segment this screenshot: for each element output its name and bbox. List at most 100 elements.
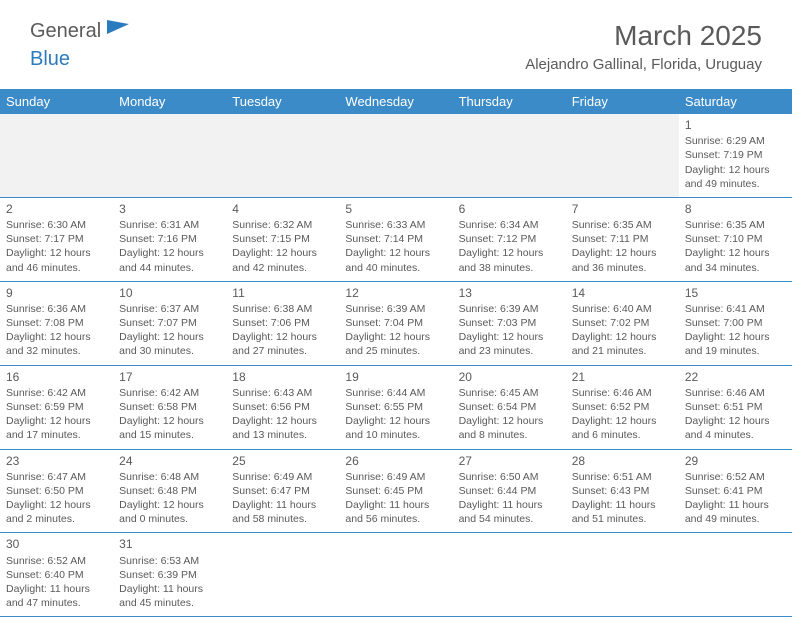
sunset-text: Sunset: 6:44 PM xyxy=(459,484,560,498)
daylight-text: Daylight: 12 hours and 36 minutes. xyxy=(572,246,673,274)
sunrise-text: Sunrise: 6:47 AM xyxy=(6,470,107,484)
daylight-text: Daylight: 12 hours and 6 minutes. xyxy=(572,414,673,442)
col-tuesday: Tuesday xyxy=(226,89,339,114)
calendar-week-row: 9Sunrise: 6:36 AMSunset: 7:08 PMDaylight… xyxy=(0,281,792,365)
sunset-text: Sunset: 6:52 PM xyxy=(572,400,673,414)
calendar-day-cell: 5Sunrise: 6:33 AMSunset: 7:14 PMDaylight… xyxy=(339,197,452,281)
sunrise-text: Sunrise: 6:29 AM xyxy=(685,134,786,148)
daylight-text: Daylight: 12 hours and 23 minutes. xyxy=(459,330,560,358)
calendar-week-row: 1Sunrise: 6:29 AMSunset: 7:19 PMDaylight… xyxy=(0,114,792,197)
sunset-text: Sunset: 6:50 PM xyxy=(6,484,107,498)
sunset-text: Sunset: 6:39 PM xyxy=(119,568,220,582)
daylight-text: Daylight: 12 hours and 13 minutes. xyxy=(232,414,333,442)
sunrise-text: Sunrise: 6:53 AM xyxy=(119,554,220,568)
location-text: Alejandro Gallinal, Florida, Uruguay xyxy=(525,56,762,73)
sunrise-text: Sunrise: 6:52 AM xyxy=(6,554,107,568)
sunset-text: Sunset: 6:56 PM xyxy=(232,400,333,414)
day-number: 21 xyxy=(572,369,673,385)
sunrise-text: Sunrise: 6:30 AM xyxy=(6,218,107,232)
sunset-text: Sunset: 6:40 PM xyxy=(6,568,107,582)
day-number: 12 xyxy=(345,285,446,301)
sunset-text: Sunset: 7:17 PM xyxy=(6,232,107,246)
daylight-text: Daylight: 12 hours and 4 minutes. xyxy=(685,414,786,442)
sunrise-text: Sunrise: 6:42 AM xyxy=(119,386,220,400)
daylight-text: Daylight: 12 hours and 10 minutes. xyxy=(345,414,446,442)
sunrise-text: Sunrise: 6:46 AM xyxy=(685,386,786,400)
sunset-text: Sunset: 7:15 PM xyxy=(232,232,333,246)
calendar-day-cell xyxy=(566,114,679,197)
sunrise-text: Sunrise: 6:48 AM xyxy=(119,470,220,484)
day-number: 28 xyxy=(572,453,673,469)
calendar-day-cell: 6Sunrise: 6:34 AMSunset: 7:12 PMDaylight… xyxy=(453,197,566,281)
title-block: March 2025 Alejandro Gallinal, Florida, … xyxy=(525,20,762,73)
sunset-text: Sunset: 7:12 PM xyxy=(459,232,560,246)
daylight-text: Daylight: 12 hours and 8 minutes. xyxy=(459,414,560,442)
daylight-text: Daylight: 11 hours and 45 minutes. xyxy=(119,582,220,610)
day-number: 3 xyxy=(119,201,220,217)
sunset-text: Sunset: 7:19 PM xyxy=(685,148,786,162)
calendar-body: 1Sunrise: 6:29 AMSunset: 7:19 PM Daylight… xyxy=(0,114,792,617)
day-number: 8 xyxy=(685,201,786,217)
day-number: 1 xyxy=(685,117,786,133)
sunrise-text: Sunrise: 6:52 AM xyxy=(685,470,786,484)
day-number: 25 xyxy=(232,453,333,469)
sunset-text: Sunset: 6:48 PM xyxy=(119,484,220,498)
calendar-day-cell xyxy=(113,114,226,197)
daylight-text: Daylight: 12 hours and 15 minutes. xyxy=(119,414,220,442)
sunrise-text: Sunrise: 6:33 AM xyxy=(345,218,446,232)
day-number: 31 xyxy=(119,536,220,552)
sunrise-text: Sunrise: 6:38 AM xyxy=(232,302,333,316)
sunrise-text: Sunrise: 6:46 AM xyxy=(572,386,673,400)
daylight-text: Daylight: 12 hours and 2 minutes. xyxy=(6,498,107,526)
sunset-text: Sunset: 7:11 PM xyxy=(572,232,673,246)
calendar-day-cell: 11Sunrise: 6:38 AMSunset: 7:06 PMDayligh… xyxy=(226,281,339,365)
daylight-text: Daylight: 12 hours and 38 minutes. xyxy=(459,246,560,274)
sunrise-text: Sunrise: 6:40 AM xyxy=(572,302,673,316)
day-number: 16 xyxy=(6,369,107,385)
day-number: 13 xyxy=(459,285,560,301)
page-title: March 2025 xyxy=(525,20,762,52)
daylight-text: Daylight: 12 hours and 25 minutes. xyxy=(345,330,446,358)
day-number: 5 xyxy=(345,201,446,217)
col-friday: Friday xyxy=(566,89,679,114)
calendar-day-cell: 16Sunrise: 6:42 AMSunset: 6:59 PMDayligh… xyxy=(0,365,113,449)
calendar-day-cell xyxy=(566,533,679,617)
day-number: 27 xyxy=(459,453,560,469)
day-number: 30 xyxy=(6,536,107,552)
sunrise-text: Sunrise: 6:42 AM xyxy=(6,386,107,400)
calendar-table: Sunday Monday Tuesday Wednesday Thursday… xyxy=(0,89,792,617)
day-number: 2 xyxy=(6,201,107,217)
sunrise-text: Sunrise: 6:50 AM xyxy=(459,470,560,484)
calendar-day-cell: 14Sunrise: 6:40 AMSunset: 7:02 PMDayligh… xyxy=(566,281,679,365)
day-number: 29 xyxy=(685,453,786,469)
daylight-text: Daylight: 12 hours and 40 minutes. xyxy=(345,246,446,274)
sunset-text: Sunset: 6:59 PM xyxy=(6,400,107,414)
calendar-day-cell xyxy=(679,533,792,617)
calendar-day-cell xyxy=(339,533,452,617)
daylight-text: Daylight: 12 hours and 46 minutes. xyxy=(6,246,107,274)
calendar-day-cell: 2Sunrise: 6:30 AMSunset: 7:17 PMDaylight… xyxy=(0,197,113,281)
logo-text-blue: Blue xyxy=(30,48,70,71)
calendar-day-cell: 23Sunrise: 6:47 AMSunset: 6:50 PMDayligh… xyxy=(0,449,113,533)
calendar-day-cell: 31 Sunrise: 6:53 AMSunset: 6:39 PMDayligh… xyxy=(113,533,226,617)
day-number: 6 xyxy=(459,201,560,217)
col-thursday: Thursday xyxy=(453,89,566,114)
sunset-text: Sunset: 6:51 PM xyxy=(685,400,786,414)
logo: General xyxy=(30,20,133,43)
sunrise-text: Sunrise: 6:49 AM xyxy=(232,470,333,484)
day-number: 11 xyxy=(232,285,333,301)
calendar-day-cell: 9Sunrise: 6:36 AMSunset: 7:08 PMDaylight… xyxy=(0,281,113,365)
sunrise-text: Sunrise: 6:49 AM xyxy=(345,470,446,484)
sunset-text: Sunset: 6:47 PM xyxy=(232,484,333,498)
sunrise-text: Sunrise: 6:39 AM xyxy=(345,302,446,316)
day-number: 24 xyxy=(119,453,220,469)
sunrise-text: Sunrise: 6:44 AM xyxy=(345,386,446,400)
daylight-text: Daylight: 11 hours and 58 minutes. xyxy=(232,498,333,526)
weekday-header-row: Sunday Monday Tuesday Wednesday Thursday… xyxy=(0,89,792,114)
sunset-text: Sunset: 7:06 PM xyxy=(232,316,333,330)
daylight-text: Daylight: 11 hours and 49 minutes. xyxy=(685,498,786,526)
calendar-day-cell: 3Sunrise: 6:31 AMSunset: 7:16 PMDaylight… xyxy=(113,197,226,281)
calendar-day-cell: 29Sunrise: 6:52 AMSunset: 6:41 PMDayligh… xyxy=(679,449,792,533)
day-number: 19 xyxy=(345,369,446,385)
day-number: 26 xyxy=(345,453,446,469)
